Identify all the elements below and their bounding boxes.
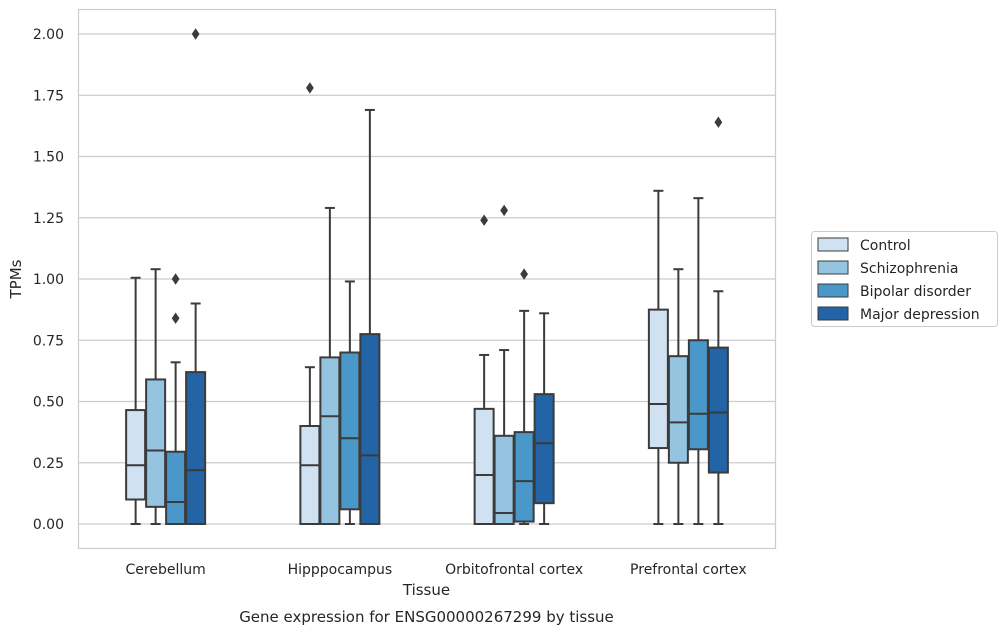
box-3-3 — [707, 116, 729, 525]
box-2-0 — [473, 214, 495, 526]
outlier-point — [480, 214, 489, 226]
box-0-0 — [125, 276, 147, 525]
y-tick-label: 0.00 — [33, 517, 64, 533]
legend-swatch — [817, 283, 849, 298]
boxes — [125, 28, 729, 526]
box-body — [359, 333, 381, 525]
outlier-point — [191, 28, 200, 40]
box-body — [125, 409, 147, 501]
y-tick-label: 2.00 — [33, 27, 64, 43]
legend-swatch — [817, 260, 849, 275]
box-body — [493, 434, 515, 525]
box-body — [647, 308, 669, 450]
box-1-2 — [339, 280, 361, 525]
box-body — [667, 355, 689, 464]
y-tick-labels: 0.00 0.25 0.50 0.75 1.00 1.25 1.50 1.75 2.00 — [33, 27, 64, 533]
legend: Control Schizophrenia Bipolar disorder Majo… — [811, 231, 998, 327]
box-3-0 — [647, 189, 669, 525]
box-3-2 — [687, 197, 709, 525]
legend-swatch — [817, 237, 849, 252]
box-1-3 — [359, 108, 381, 525]
y-tick-label: 1.25 — [33, 211, 64, 227]
box-body — [299, 425, 321, 525]
box-1-1 — [319, 206, 341, 525]
box-body — [687, 339, 709, 451]
box-body — [165, 450, 187, 526]
x-tick-label: Orbitofrontal cortex — [445, 562, 583, 578]
box-2-3 — [533, 312, 555, 525]
outlier-point — [500, 204, 509, 217]
outlier-point — [171, 273, 180, 285]
y-tick-label: 0.75 — [33, 333, 64, 349]
y-tick-label: 1.50 — [33, 150, 64, 166]
x-tick-labels: Cerebellum Hipppocampus Orbitofrontal cort… — [126, 562, 747, 578]
legend-label: Schizophrenia — [860, 261, 958, 277]
box-1-0 — [299, 82, 321, 525]
box-body — [533, 393, 555, 505]
outlier-point — [171, 312, 180, 324]
x-tick-label: Cerebellum — [126, 562, 206, 578]
x-axis-label: Tissue — [402, 581, 450, 599]
box-body — [145, 378, 167, 508]
box-body — [513, 431, 535, 523]
legend-swatch — [817, 306, 849, 321]
box-0-3 — [185, 28, 207, 525]
box-body — [473, 407, 495, 526]
chart-caption: Gene expression for ENSG00000267299 by t… — [239, 608, 614, 626]
y-tick-label: 1.00 — [33, 272, 64, 288]
x-tick-label: Hipppocampus — [288, 562, 393, 578]
outlier-point — [520, 268, 529, 280]
legend-frame — [811, 231, 998, 327]
box-body — [339, 351, 361, 511]
legend-label: Control — [860, 238, 911, 254]
plot-frame — [77, 8, 777, 550]
box-2-1 — [493, 204, 515, 525]
box-2-2 — [513, 268, 535, 525]
y-axis-label: TPMs — [7, 259, 25, 299]
outlier-point — [714, 116, 723, 128]
box-body — [707, 346, 729, 474]
outlier-point — [305, 82, 314, 94]
box-3-1 — [667, 268, 689, 525]
box-0-1 — [145, 268, 167, 525]
legend-label: Bipolar disorder — [860, 284, 971, 300]
x-tick-label: Prefrontal cortex — [630, 562, 747, 578]
y-tick-label: 1.75 — [33, 88, 64, 104]
y-tick-label: 0.25 — [33, 456, 64, 472]
box-0-2 — [165, 273, 187, 526]
box-body — [185, 371, 207, 525]
legend-label: Major depression — [860, 307, 980, 323]
y-tick-label: 0.50 — [33, 395, 64, 411]
box-body — [319, 356, 341, 525]
